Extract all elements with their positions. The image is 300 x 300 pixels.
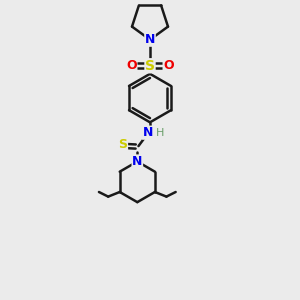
Text: S: S <box>118 138 127 151</box>
Text: H: H <box>156 128 165 138</box>
Text: N: N <box>132 155 142 168</box>
Text: N: N <box>145 33 155 46</box>
Text: S: S <box>145 59 155 73</box>
Text: O: O <box>126 59 137 72</box>
Text: O: O <box>163 59 174 72</box>
Text: N: N <box>142 126 153 139</box>
